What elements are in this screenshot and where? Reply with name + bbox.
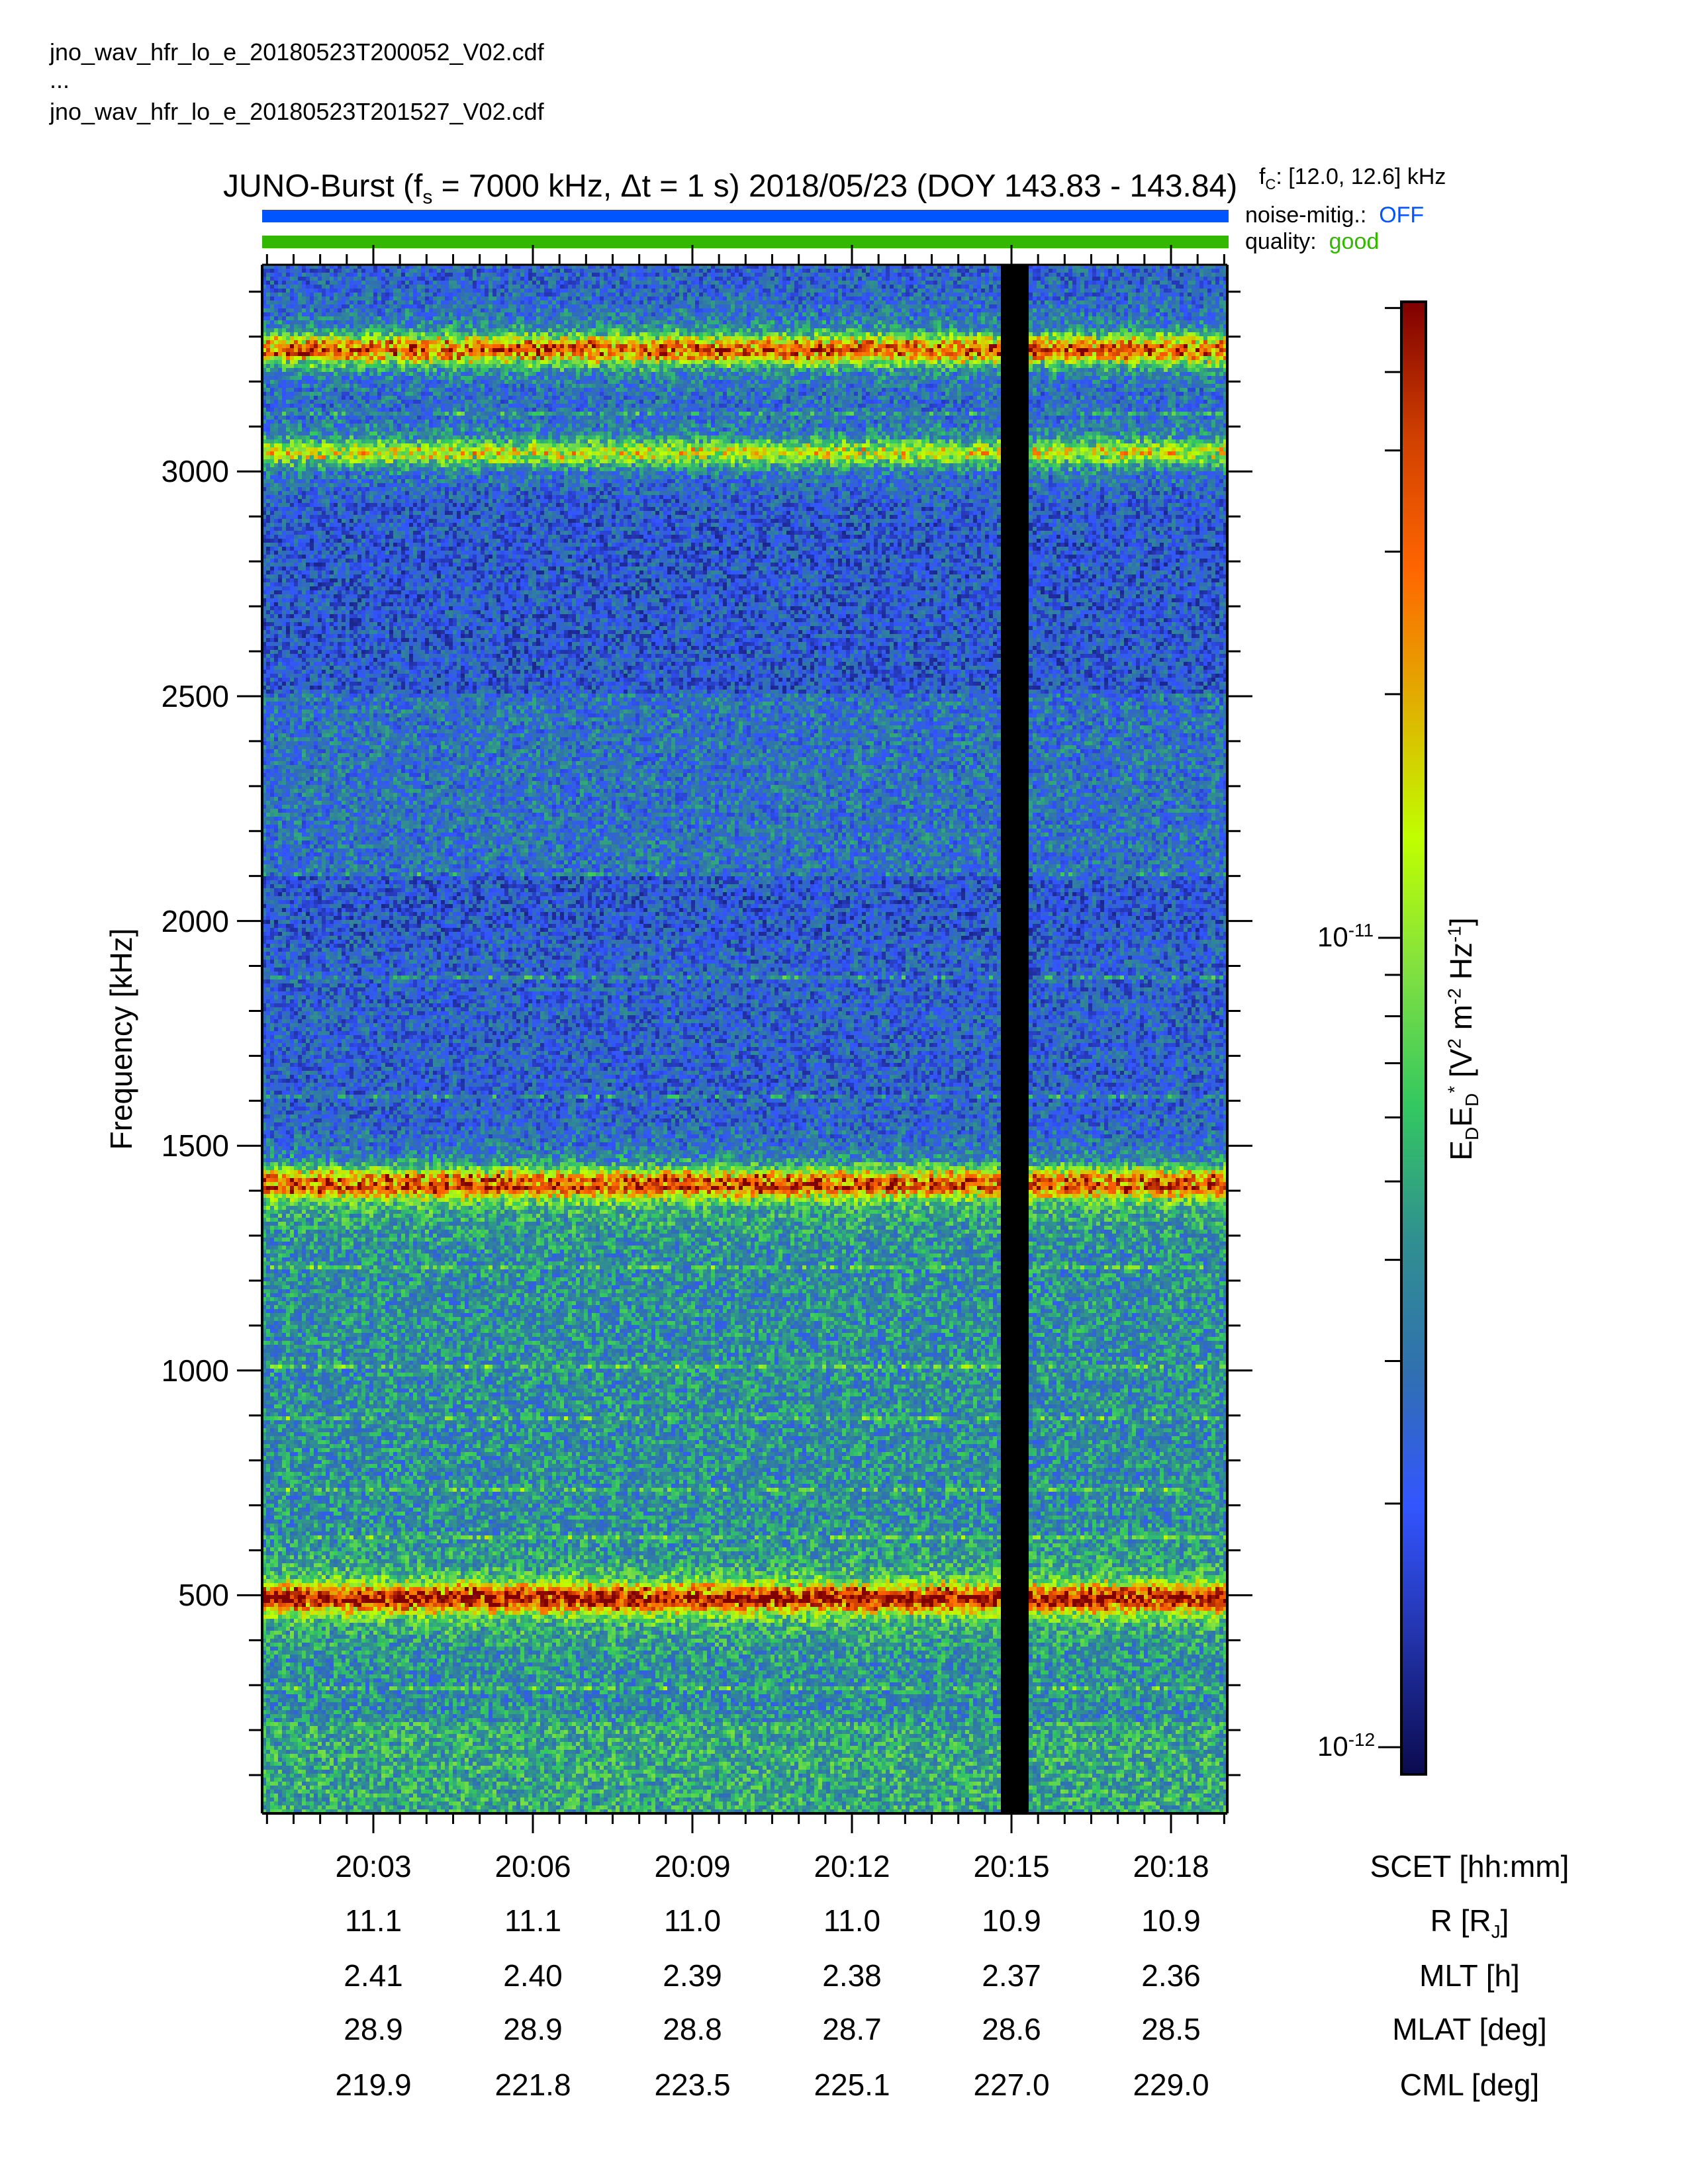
ephemeris-value: 11.1: [344, 1903, 402, 1938]
colorbar-label: EDED* [V2 m-2 Hz-1]: [1443, 917, 1483, 1160]
x-tick-label: 20:12: [814, 1849, 890, 1884]
quality-value: good: [1329, 229, 1380, 254]
ephemeris-value: 2.41: [344, 1958, 403, 1993]
colorbar-tick-label: 10-11: [1317, 920, 1374, 953]
noise-value: OFF: [1379, 203, 1425, 228]
cb-l: [V: [1443, 1048, 1478, 1086]
cb-l: Hz: [1443, 942, 1478, 989]
ephemeris-value: 2.40: [503, 1958, 563, 1993]
ephemeris-row-label: MLT [h]: [1337, 1958, 1602, 1993]
ephemeris-value: 28.8: [663, 2012, 722, 2046]
ephemeris-row-label: SCET [hh:mm]: [1337, 1848, 1602, 1884]
quality-bar: [262, 236, 1229, 248]
ephemeris-value: 28.9: [503, 2012, 563, 2046]
cb-l: E: [1443, 1107, 1478, 1127]
y-axis-label: Frequency [kHz]: [104, 928, 138, 1150]
ephemeris-value: 28.9: [344, 2012, 403, 2046]
quality-label: quality:: [1245, 229, 1317, 254]
tick-exp: -11: [1348, 920, 1374, 940]
ephemeris-value: 11.0: [663, 1903, 722, 1938]
row-label-text: MLT [h]: [1419, 1958, 1520, 1993]
fc-value: : [12.0, 12.6] kHz: [1276, 164, 1446, 189]
cb-l: *: [1444, 1085, 1465, 1093]
ephemeris-value: 11.0: [823, 1903, 881, 1938]
tick-base: 10: [1317, 921, 1348, 952]
ephemeris-value: 227.0: [973, 2068, 1050, 2102]
ephemeris-value: 229.0: [1133, 2068, 1209, 2102]
ephemeris-value: 28.5: [1141, 2012, 1201, 2046]
tick-base: 10: [1317, 1731, 1348, 1762]
x-tick-label: 20:09: [654, 1849, 731, 1884]
colorbar-tick-label: 10-12: [1317, 1729, 1375, 1762]
row-label-sub: J: [1491, 1921, 1501, 1942]
cb-l: ]: [1443, 917, 1478, 927]
file-name-last: jno_wav_hfr_lo_e_20180523T201527_V02.cdf: [50, 98, 544, 125]
spectrogram: [262, 265, 1227, 1813]
noise-mitigation: noise-mitig.: OFF: [1245, 203, 1424, 228]
file-name-ellipsis: ...: [50, 66, 70, 93]
y-tick-label: 3000: [161, 454, 229, 489]
colorbar: [1400, 300, 1427, 1776]
row-label-text: SCET [hh:mm]: [1370, 1849, 1570, 1884]
ephemeris-value: 10.9: [1141, 1903, 1201, 1938]
y-tick-label: 2000: [161, 903, 229, 938]
chart-title: JUNO-Burst (fs = 7000 kHz, Δt = 1 s) 201…: [223, 168, 1237, 209]
ephemeris-value: 10.9: [982, 1903, 1041, 1938]
y-tick-label: 1500: [161, 1128, 229, 1163]
ephemeris-value: 28.7: [822, 2012, 882, 2046]
x-tick-label: 20:06: [494, 1849, 571, 1884]
ephemeris-value: 28.6: [982, 2012, 1041, 2046]
ephemeris-row-label: R [RJ]: [1337, 1903, 1602, 1942]
ephemeris-value: 221.8: [494, 2068, 571, 2102]
row-label-text: CML [deg]: [1399, 2068, 1540, 2102]
y-tick-label: 1000: [161, 1353, 229, 1388]
file-name-first: jno_wav_hfr_lo_e_20180523T200052_V02.cdf: [50, 38, 544, 66]
x-tick-label: 20:03: [335, 1849, 412, 1884]
row-label-text: MLAT [deg]: [1392, 2012, 1547, 2046]
title-sub: s: [422, 186, 433, 208]
quality: quality: good: [1245, 229, 1379, 255]
cb-l: D: [1462, 1126, 1483, 1140]
ephemeris-row-label: CML [deg]: [1337, 2067, 1602, 2103]
cb-l: E: [1443, 1140, 1478, 1161]
ephemeris-value: 223.5: [654, 2068, 731, 2102]
ephemeris-value: 2.37: [982, 1958, 1041, 1993]
ephemeris-row-label: MLAT [deg]: [1337, 2011, 1602, 2047]
fc-label: fC: [12.0, 12.6] kHz: [1259, 164, 1446, 193]
cb-l: 2: [1444, 1038, 1465, 1049]
tick-exp: -12: [1348, 1729, 1376, 1750]
row-label-close: ]: [1500, 1903, 1509, 1938]
fc-sub: C: [1265, 175, 1276, 193]
cb-l: -2: [1444, 988, 1465, 1005]
y-tick-label: 2500: [161, 679, 229, 713]
ephemeris-value: 225.1: [814, 2068, 890, 2102]
title-part2: = 7000 kHz, Δt = 1 s) 2018/05/23 (DOY 14…: [432, 169, 1238, 204]
y-tick-label: 500: [178, 1578, 229, 1613]
x-tick-label: 20:15: [973, 1849, 1050, 1884]
ephemeris-value: 2.38: [822, 1958, 882, 1993]
noise-mitigation-bar: [262, 210, 1229, 222]
title-part1: JUNO-Burst (f: [223, 169, 423, 204]
cb-l: -1: [1444, 926, 1465, 943]
fc-f: f: [1259, 164, 1266, 189]
row-label-text: R [R: [1430, 1903, 1491, 1938]
cb-l: D: [1462, 1093, 1483, 1107]
cb-l: m: [1443, 1004, 1478, 1039]
noise-label: noise-mitig.:: [1245, 203, 1367, 228]
ephemeris-value: 11.1: [504, 1903, 562, 1938]
x-tick-label: 20:18: [1133, 1849, 1209, 1884]
ephemeris-value: 219.9: [335, 2068, 412, 2102]
ephemeris-value: 2.36: [1141, 1958, 1201, 1993]
ephemeris-value: 2.39: [663, 1958, 722, 1993]
